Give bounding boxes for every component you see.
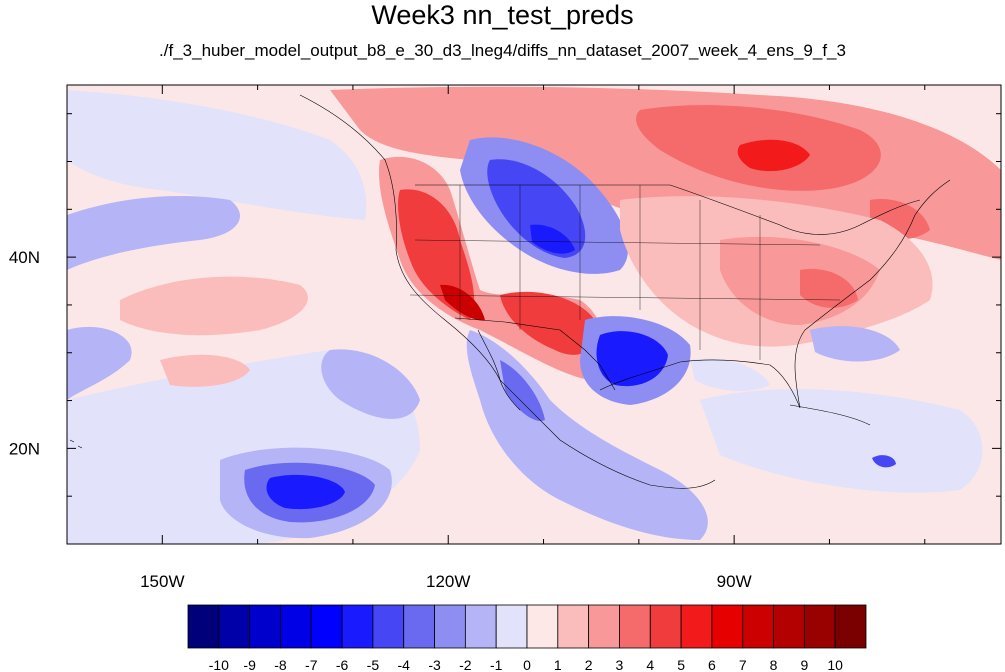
colorbar-label: 5 [677,657,685,672]
colorbar-swatch [372,604,405,649]
pacific-core-blue-region [266,474,345,510]
colorbar-swatch [803,604,836,649]
colorbar-label: 7 [739,657,747,672]
colorbar-label: 6 [708,657,716,672]
colorbar-label: 4 [646,657,654,672]
x-tick-label: 120W [426,572,470,591]
colorbar-label: -2 [459,657,472,672]
coastlines [69,94,951,489]
colorbar-label: 9 [800,657,808,672]
colorbar-label: 8 [770,657,778,672]
pacific-light-blue-region [67,90,367,220]
mexico-blue-region [466,330,708,540]
colorbar-label: 0 [523,657,531,672]
us-mexico-border [454,317,616,391]
x-tick-label: 90W [717,572,752,591]
colorbar-label: -7 [305,657,318,672]
texas-strong-blue-region [596,331,668,387]
map-frame [66,84,1002,545]
caribbean-blue-spot [872,455,896,468]
hawaii-outline [69,439,83,449]
colorbar-label: -3 [428,657,441,672]
colorbar-swatch [834,604,867,649]
x-tick-label: 150W [140,572,184,591]
cuba-outline [789,404,871,426]
pacific-blue-region [321,349,420,419]
colorbar-label: -4 [398,657,411,672]
colorbar-swatch [280,604,312,649]
colorbar-swatch [187,604,220,649]
baja-california [477,329,521,411]
map-title: Week3 nn_test_preds [371,0,634,30]
colorbar-swatch [649,604,682,649]
anomaly-field [67,86,1001,544]
pacific-blue-region [67,326,132,400]
mexico-strong-blue-region [500,360,545,421]
colorbar-label: -8 [274,657,287,672]
colorbar: -10 -9 -8 -7 -6 -5 -4 -3 -2 -1 0 1 2 3 4 5 6 7 8 9 10 [187,604,867,672]
colorbar-swatch [218,604,251,649]
y-tick-label: 20N [9,439,40,458]
colorbar-swatch [557,604,590,649]
colorbar-swatch [742,604,774,649]
gulf-coast [599,359,801,409]
colorbar-label: 2 [585,657,593,672]
colorbar-swatch [249,604,281,649]
map-subtitle: ./f_3_huber_model_output_b8_e_30_d3_lneg… [159,41,846,60]
east-us-strong-red-region [800,269,858,308]
pacific-pink-region [120,276,308,336]
colorbar-label: -6 [336,657,349,672]
southwest-red-region [500,291,600,355]
colorbar-swatch [403,604,435,649]
north-america-west-coast [299,94,716,489]
caribbean-light-region [700,389,983,493]
canada-core-red-region [737,139,810,172]
colorbar-swatch [588,604,620,649]
colorbar-swatch [526,604,559,649]
colorbar-swatch [310,604,343,649]
colorbar-swatch [680,604,713,649]
y-tick-label: 40N [9,248,40,267]
colorbar-swatch [773,604,805,649]
axis-ticks: 150W 120W 90W 40N 20N [9,85,1001,591]
east-coast [794,179,951,409]
colorbar-swatch [464,604,497,649]
atlantic-blue-region [810,326,900,362]
west-us-core-red-region [440,284,485,321]
central-us-core-blue-region [530,224,575,254]
colorbar-label: 3 [616,657,624,672]
colorbar-swatch [341,604,374,649]
colorbar-label: -1 [490,657,503,672]
colorbar-swatch [434,604,466,649]
gulf-light-blue-region [690,358,770,392]
state-lines [409,185,841,360]
colorbar-label: -10 [209,657,229,672]
colorbar-label: 10 [827,657,843,672]
colorbar-swatch [711,604,744,649]
pacific-pink-region [160,354,250,387]
colorbar-swatch [619,604,651,649]
colorbar-swatch [495,604,528,649]
colorbar-label: -9 [243,657,256,672]
colorbar-label: 1 [554,657,562,672]
colorbar-label: -5 [367,657,380,672]
us-canada-border [415,184,921,235]
pacific-blue-region [67,195,240,270]
